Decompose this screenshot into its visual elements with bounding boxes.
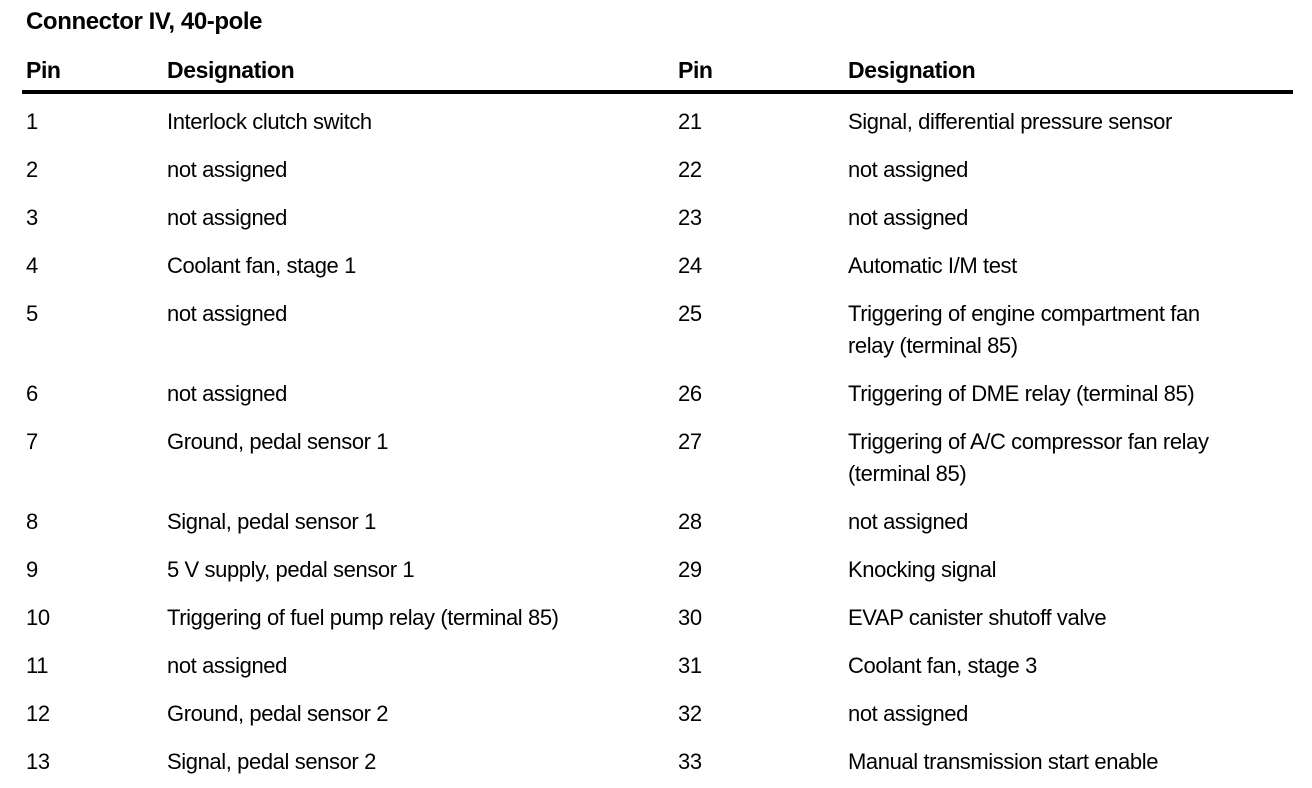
pin-designation: not assigned (167, 653, 287, 678)
pin-designation: Triggering of DME relay (terminal 85) (848, 381, 1195, 406)
pin-number: 25 (678, 301, 702, 326)
pin-designation: Interlock clutch switch (167, 109, 372, 134)
pin-number: 23 (678, 205, 702, 230)
pin-table: 1 Interlock clutch switch 21 Signal, dif… (26, 106, 1293, 778)
pin-number: 26 (678, 381, 702, 406)
pin-number: 5 (26, 301, 38, 326)
pin-number: 3 (26, 205, 38, 230)
pin-designation: Signal, pedal sensor 2 (167, 749, 376, 774)
pin-number: 1 (26, 109, 38, 134)
pin-designation: EVAP canister shutoff valve (848, 605, 1107, 630)
pin-number: 24 (678, 253, 702, 278)
pin-number: 22 (678, 157, 702, 182)
pin-number: 6 (26, 381, 38, 406)
pin-designation: Automatic I/M test (848, 253, 1017, 278)
pin-number: 33 (678, 749, 702, 774)
pin-number: 8 (26, 509, 38, 534)
pin-designation: Knocking signal (848, 557, 997, 582)
pin-number: 21 (678, 109, 702, 134)
pin-designation: Coolant fan, stage 3 (848, 653, 1037, 678)
pin-designation: Triggering of engine compartment fan rel… (848, 301, 1200, 358)
pin-designation: Coolant fan, stage 1 (167, 253, 356, 278)
pin-number: 31 (678, 653, 702, 678)
pin-designation: not assigned (848, 205, 968, 230)
pin-designation: not assigned (167, 157, 287, 182)
pin-designation: Ground, pedal sensor 1 (167, 429, 389, 454)
pin-number: 28 (678, 509, 702, 534)
header-divider (22, 90, 1293, 94)
pin-designation: Ground, pedal sensor 2 (167, 701, 389, 726)
page-title: Connector IV, 40-pole (26, 8, 263, 35)
column-header-designation-right: Designation (848, 57, 976, 83)
pin-number: 27 (678, 429, 702, 454)
pin-number: 29 (678, 557, 702, 582)
pin-designation: 5 V supply, pedal sensor 1 (167, 557, 415, 582)
pin-number: 12 (26, 701, 50, 726)
column-header-designation-left: Designation (167, 57, 295, 83)
pin-designation: Signal, differential pressure sensor (848, 109, 1172, 134)
pin-designation: not assigned (167, 301, 287, 326)
column-header-pin-left: Pin (26, 57, 61, 83)
pin-designation: not assigned (848, 701, 968, 726)
column-header-pin-right: Pin (678, 57, 713, 83)
pin-designation: Signal, pedal sensor 1 (167, 509, 376, 534)
pin-number: 11 (26, 653, 49, 678)
pin-number: 10 (26, 605, 50, 630)
pin-number: 30 (678, 605, 702, 630)
pin-designation: Triggering of A/C compressor fan relay (… (848, 429, 1209, 486)
pin-number: 4 (26, 253, 38, 278)
pin-number: 7 (26, 429, 38, 454)
pin-designation: not assigned (848, 509, 968, 534)
pin-number: 2 (26, 157, 38, 182)
pin-number: 9 (26, 557, 38, 582)
pin-designation: not assigned (167, 205, 287, 230)
pin-designation: not assigned (848, 157, 968, 182)
pin-designation: Triggering of fuel pump relay (terminal … (167, 605, 559, 630)
table-header: Pin Designation Pin Designation (26, 56, 1293, 84)
pin-designation: Manual transmission start enable (848, 749, 1159, 774)
pin-designation: not assigned (167, 381, 287, 406)
pin-number: 13 (26, 749, 50, 774)
pin-number: 32 (678, 701, 702, 726)
